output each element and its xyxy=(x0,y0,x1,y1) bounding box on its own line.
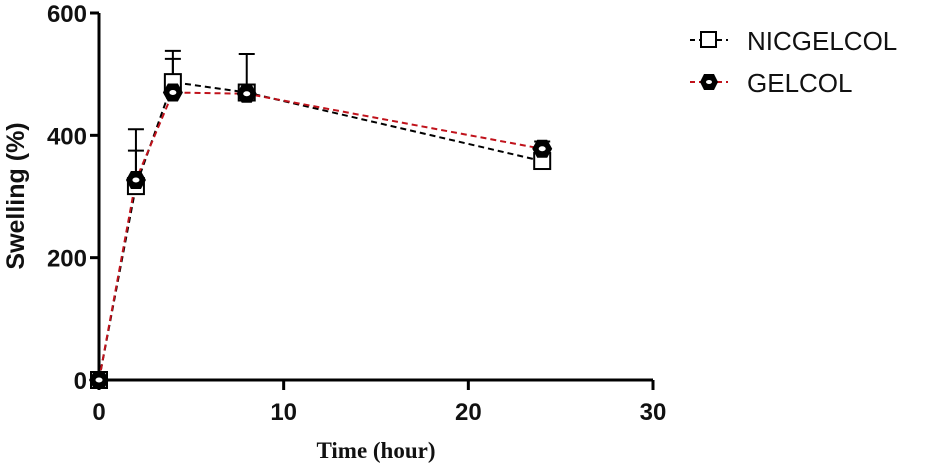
x-tick-label: 10 xyxy=(270,399,297,426)
y-tick-label: 0 xyxy=(74,368,87,395)
y-tick-label: 600 xyxy=(47,1,87,28)
open-square-marker-icon xyxy=(700,31,717,48)
x-tick-label: 30 xyxy=(640,399,667,426)
axes: 0 200 400 600 0 10 20 30 xyxy=(47,1,666,426)
legend-label: NICGELCOL xyxy=(747,26,897,56)
series-layer xyxy=(89,49,553,389)
legend-item-gelcol: GELCOL xyxy=(690,68,853,98)
x-tick-label: 0 xyxy=(92,399,105,426)
legend: NICGELCOL GELCOL xyxy=(690,26,897,98)
series-line xyxy=(98,81,543,381)
legend-label: GELCOL xyxy=(747,68,853,98)
x-axis-label: Time (hour) xyxy=(316,438,435,463)
x-tick-label: 20 xyxy=(455,399,482,426)
legend-item-nicgelcol: NICGELCOL xyxy=(690,26,897,56)
y-tick-label: 400 xyxy=(47,123,87,150)
axis-labels: Time (hour) Swelling (%) xyxy=(2,122,436,463)
series-line xyxy=(98,91,543,381)
y-axis-label: Swelling (%) xyxy=(2,122,30,269)
y-tick-label: 200 xyxy=(47,246,87,273)
